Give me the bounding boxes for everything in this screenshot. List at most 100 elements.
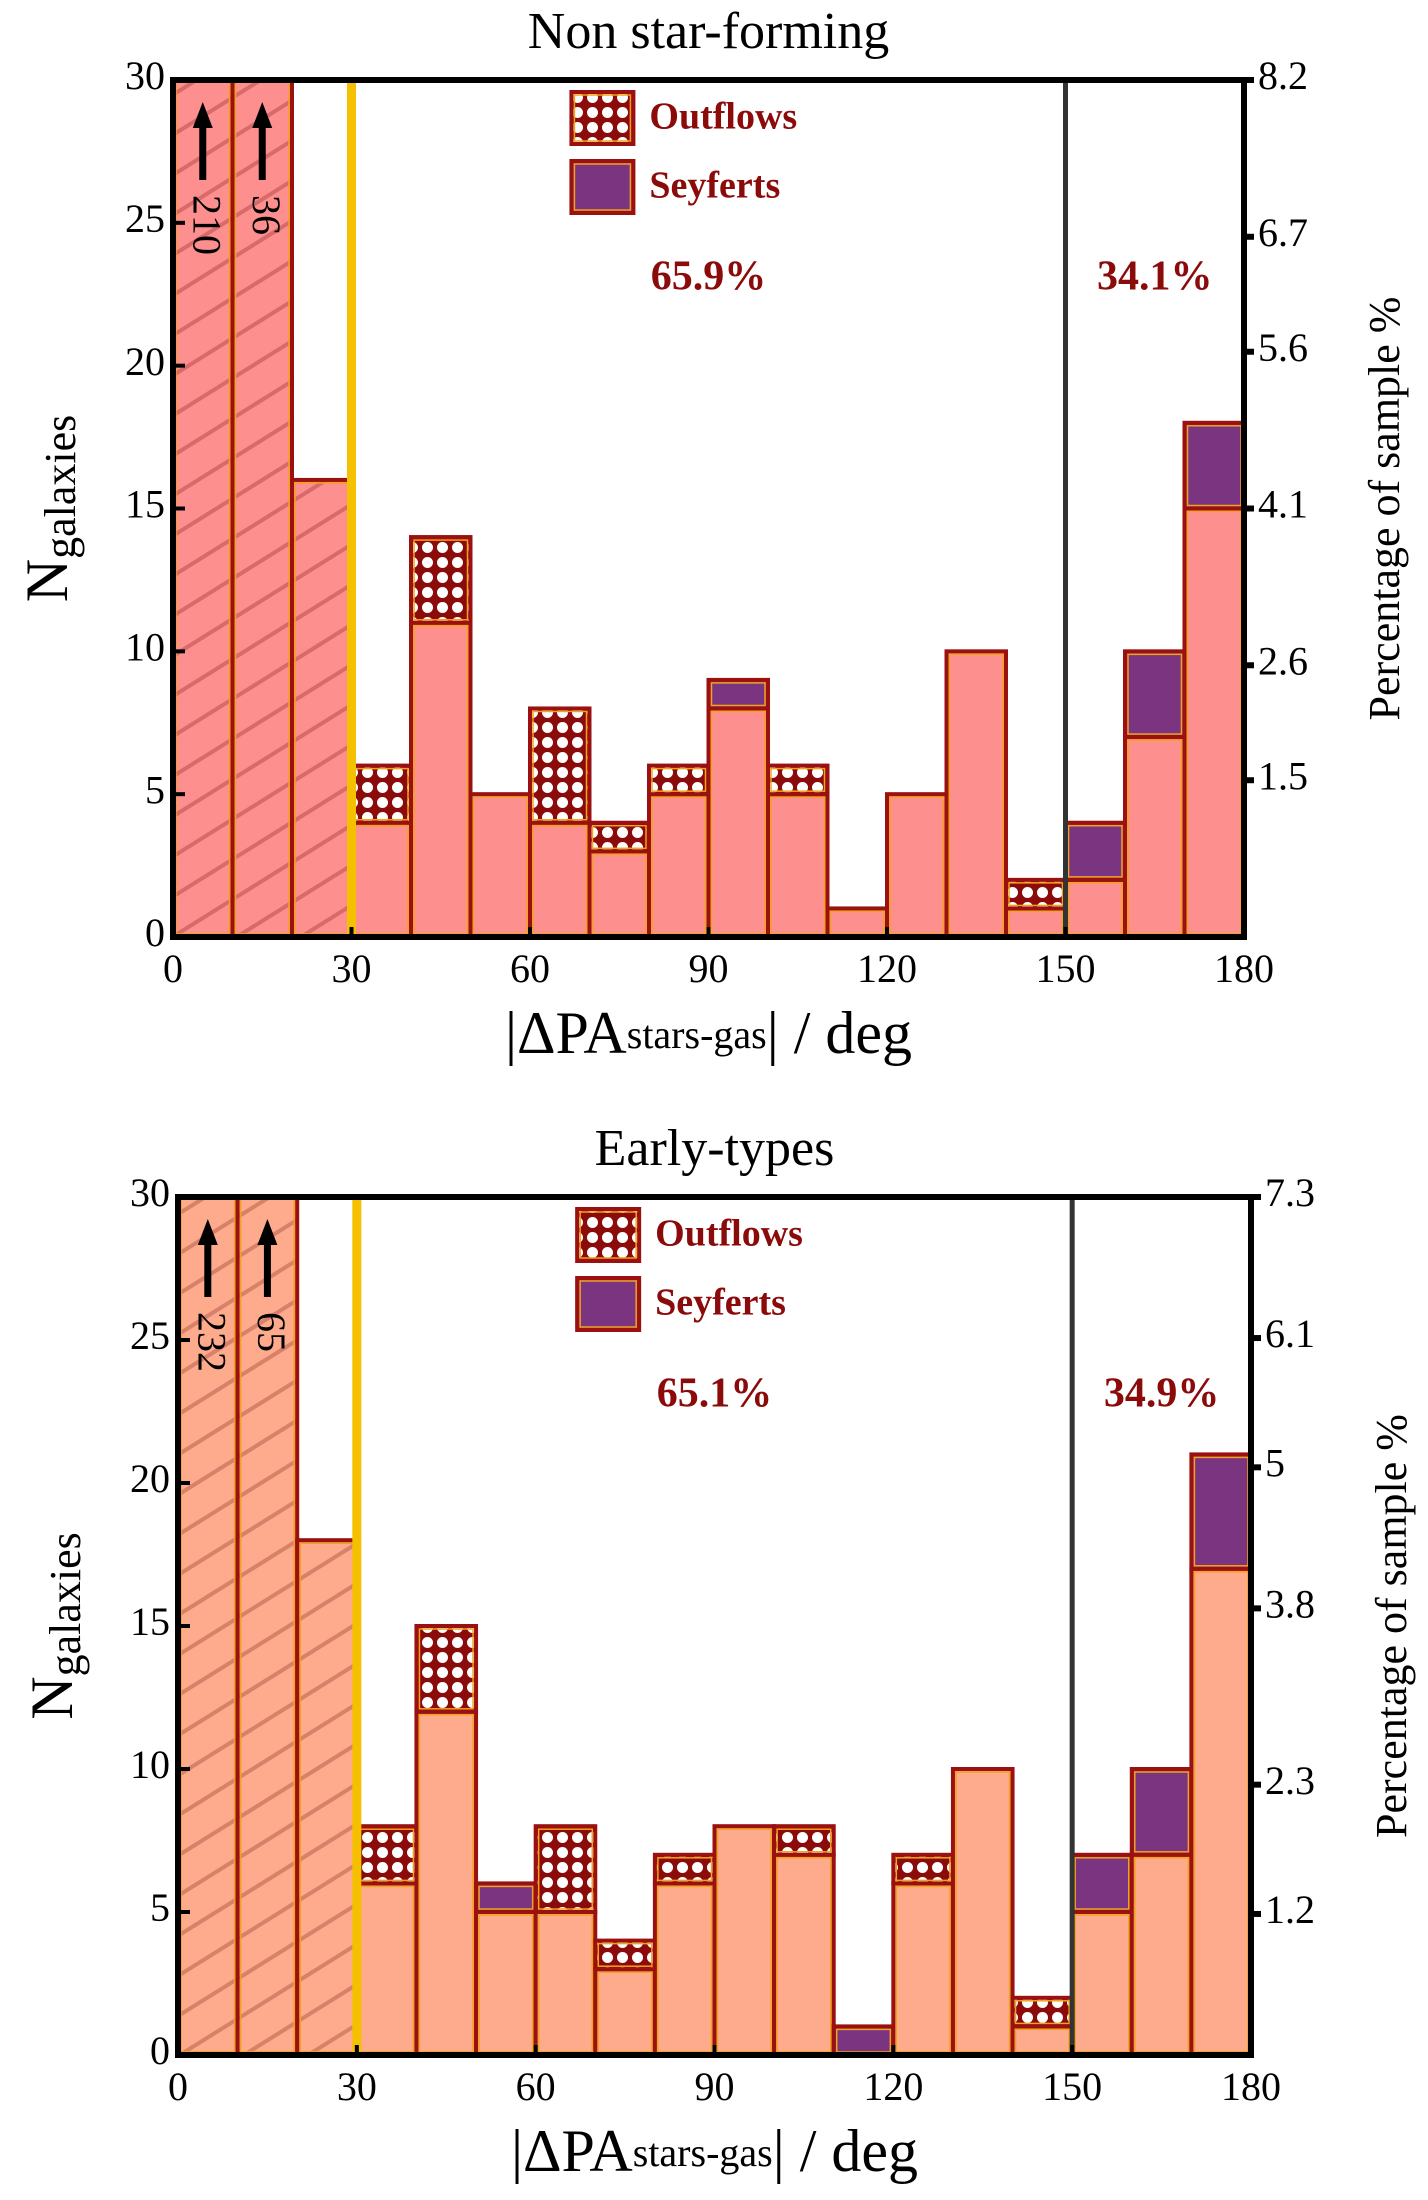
legend-swatch [569, 90, 636, 146]
bar-segment [950, 1767, 1015, 2055]
overflow-label: 210 [185, 195, 230, 255]
y-tick-label: 10 [125, 625, 165, 670]
bar-segment [349, 763, 413, 825]
bar-inner-edge [591, 824, 647, 850]
bar-segment [1123, 649, 1187, 740]
bar-segment [1010, 1995, 1075, 2029]
bar-segment [474, 1881, 538, 1915]
x-tick-label: 120 [857, 946, 917, 991]
bar-inner-edge [1008, 882, 1064, 907]
y-tick-label: 30 [125, 53, 165, 98]
bar-segment [706, 677, 770, 711]
bar-segment [230, 80, 294, 937]
bar-inner-edge [537, 1828, 594, 1910]
overflow-arrowhead [197, 1219, 218, 1245]
overflow-label: 65 [249, 1312, 294, 1352]
bar-segment [1070, 1852, 1134, 1915]
y2-axis-title: Percentage of sample % [1367, 1414, 1416, 1838]
chart-title: Early-types [595, 1120, 835, 1177]
bar-segment [593, 1938, 657, 1972]
y-tick-label: 25 [125, 196, 165, 241]
x-axis-title-tail: | / deg [767, 1000, 912, 1066]
x-axis-title-main: |ΔPA [505, 1000, 627, 1066]
y-tick-label: 25 [130, 1313, 170, 1358]
x-tick-label: 180 [1221, 2064, 1281, 2109]
bar-segment [1063, 877, 1127, 937]
legend-swatch [575, 1207, 642, 1263]
legend-label: Seyferts [649, 165, 780, 207]
bar-segment [825, 906, 889, 937]
bar-segment [414, 1709, 479, 2055]
bar-segment [652, 1852, 717, 1886]
x-axis-title: |ΔPAstars-gas| / deg [511, 2118, 918, 2184]
y-tick-label: 20 [130, 1456, 170, 1501]
bar-segment [712, 1824, 777, 2055]
y-axis-title-sub: galaxies [36, 415, 85, 559]
bar-segment [772, 1824, 836, 1857]
bar-segment [593, 1967, 657, 2055]
bar-inner-edge [657, 1857, 713, 1882]
bar-segment [1182, 506, 1244, 937]
y2-tick-label: 6.1 [1265, 1311, 1315, 1356]
legend-swatch-edge [579, 1211, 637, 1259]
region-percentage: 34.1% [1097, 254, 1213, 300]
bar-segment [706, 706, 770, 937]
bar-segment [1182, 420, 1244, 511]
bar-segment [1189, 1566, 1251, 2055]
bar-segment [766, 763, 830, 797]
y2-tick-label: 1.2 [1265, 1887, 1315, 1932]
bar-inner-edge [895, 1857, 951, 1882]
bar-segment [891, 1852, 955, 1886]
bar-segment [474, 1910, 538, 2055]
legend-swatch [575, 1276, 642, 1332]
bar-inner-edge [651, 767, 707, 792]
bar-inner-edge [532, 710, 588, 821]
x-tick-label: 90 [695, 2064, 735, 2109]
x-axis-title-sub: stars-gas [633, 2130, 773, 2175]
bar-segment [587, 820, 651, 854]
x-tick-label: 150 [1042, 2064, 1102, 2109]
legend-swatch [569, 159, 636, 215]
bar-segment [885, 792, 949, 937]
legend-swatch-edge [579, 1280, 637, 1328]
x-tick-label: 150 [1036, 946, 1096, 991]
bar-segment [766, 792, 830, 937]
bar-segment [652, 1881, 717, 2055]
x-tick-label: 90 [689, 946, 729, 991]
bar-inner-edge [710, 682, 766, 707]
bar-segment [409, 535, 473, 625]
bar-segment [647, 763, 711, 797]
x-tick-label: 0 [168, 2064, 188, 2109]
bar-inner-edge [1067, 824, 1123, 878]
bar-segment [1063, 820, 1127, 882]
region-percentage: 65.9% [651, 254, 767, 300]
overflow-label: 36 [244, 195, 289, 235]
x-tick-label: 180 [1214, 946, 1274, 991]
bar-segment [414, 1624, 479, 1714]
bar-segment [528, 706, 592, 825]
x-tick-label: 120 [863, 2064, 923, 2109]
bar-segment [1070, 1910, 1134, 2055]
plot-area [173, 80, 1244, 937]
y2-tick-label: 5.6 [1258, 325, 1308, 370]
bar-inner-edge [1127, 653, 1183, 735]
legend-label: Outflows [655, 1213, 803, 1255]
x-axis-title-sub: stars-gas [627, 1012, 767, 1057]
bar-segment [891, 1881, 955, 2055]
bar-segment [349, 820, 413, 937]
bar-segment [290, 477, 354, 937]
chart-title: Non star-forming [528, 3, 889, 60]
bar-segment [1129, 1852, 1194, 2055]
bar-inner-edge [418, 1628, 474, 1710]
bar-segment [1123, 735, 1187, 937]
legend-label: Outflows [649, 96, 797, 138]
region-percentage: 65.1% [657, 1371, 773, 1417]
y-tick-label: 0 [145, 910, 165, 955]
y-axis-title-sub: galaxies [41, 1532, 90, 1676]
overflow-label: 232 [190, 1312, 235, 1372]
y-tick-label: 15 [125, 482, 165, 527]
bar-segment [235, 1197, 300, 2055]
overflow-arrowhead [192, 102, 213, 128]
bar-segment [587, 849, 651, 937]
